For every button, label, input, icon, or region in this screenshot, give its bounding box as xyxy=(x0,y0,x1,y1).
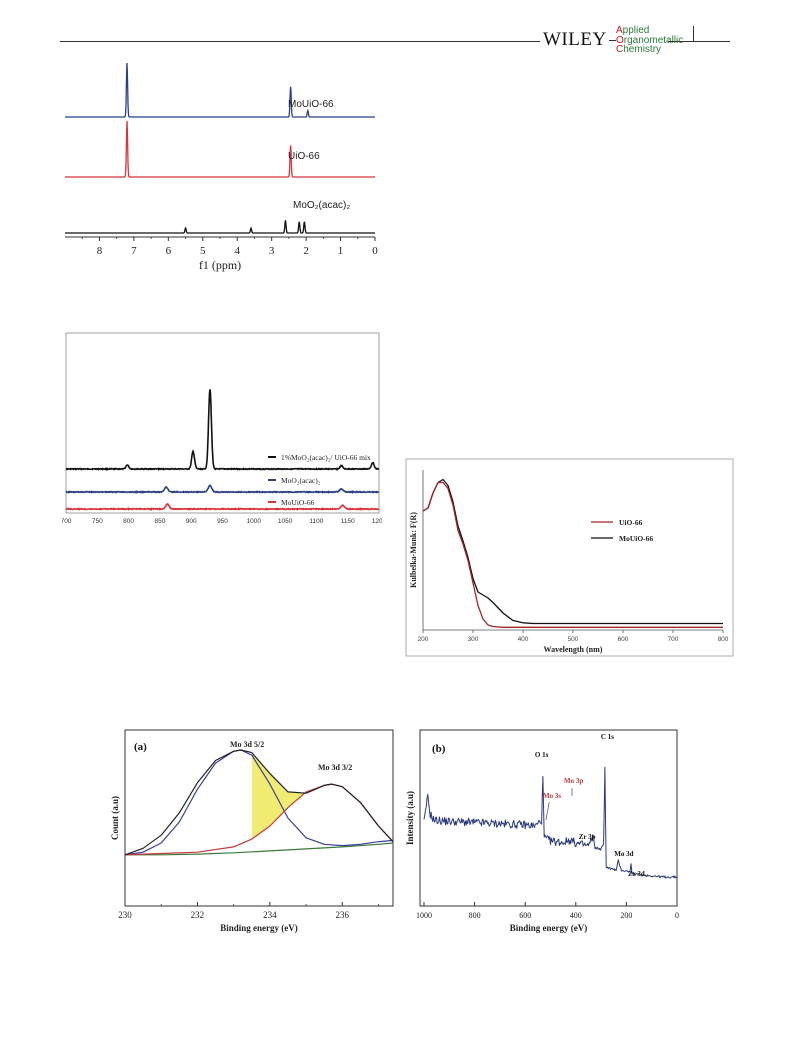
legend-label: MoUiO-66 xyxy=(281,498,315,507)
spectrum-line xyxy=(65,62,375,118)
x-tick-label: 1000 xyxy=(416,911,432,920)
journal-line: Organometallic xyxy=(616,34,684,46)
x-axis-title: Wavelength (nm) xyxy=(544,645,603,654)
xps-mo3d-chart: 230 232 234 236 Binding energy (eV) Count (a.… xyxy=(110,729,394,933)
x-tick-label: 3 xyxy=(269,245,275,257)
x-tick-label: 236 xyxy=(336,910,350,920)
peak-annotation: C 1s xyxy=(601,733,614,741)
x-tick-label: 400 xyxy=(518,636,529,643)
plot-frame xyxy=(419,729,678,907)
spectrum-line xyxy=(65,389,380,471)
raman-spectra-chart: 1%MoO₂(acac)₂/ UiO-66 mix MoO₂(acac)₂ MoUi… xyxy=(62,332,382,525)
x-tick-label: 200 xyxy=(620,911,632,920)
x-tick-label: 750 xyxy=(92,518,103,525)
uvvis-drs-chart: 200 300 400 500 600 700 800 Wavelength (nm) Kulb… xyxy=(405,458,734,657)
y-axis-title: Count (a.u) xyxy=(110,796,120,840)
legend-label: 1%MoO₂(acac)₂/ UiO-66 mix xyxy=(281,453,371,462)
x-tick-label: 600 xyxy=(519,911,531,920)
x-tick-label: 500 xyxy=(568,636,579,643)
plot-frame xyxy=(124,729,394,907)
x-tick-label: 0 xyxy=(372,245,378,257)
x-tick-label: 232 xyxy=(191,910,205,920)
spectrum-line xyxy=(422,481,723,628)
spectrum-line xyxy=(65,120,375,178)
series-label: UiO-66 xyxy=(288,151,320,162)
x-tick-label: 4 xyxy=(234,245,240,257)
journal-header: WILEY Applied Organometallic Chemistry xyxy=(0,0,793,60)
x-tick-label: 7 xyxy=(131,245,137,257)
peak-annotation: O 1s xyxy=(535,751,549,759)
peak-annotation: Mo 3d 3/2 xyxy=(318,763,352,772)
xps-survey-chart: 1000 800 600 400 200 0 Binding energy (eV) Inte… xyxy=(405,729,679,933)
panel-label: (b) xyxy=(432,743,446,755)
x-tick-label: 0 xyxy=(675,911,679,920)
x-axis-title: Binding energy (eV) xyxy=(220,923,298,933)
peak-annotation: Zr 3p xyxy=(579,833,596,841)
fit-curve xyxy=(124,749,394,856)
peak-annotation: Mo 3d 5/2 xyxy=(230,740,264,749)
peak-annotation: Mo 3s xyxy=(543,792,561,800)
peak-annotation: Zr 3d xyxy=(628,870,645,878)
legend-label: UiO-66 xyxy=(619,518,643,527)
x-tick-label: 800 xyxy=(469,911,481,920)
x-axis-title: Binding energy (eV) xyxy=(510,923,588,933)
spectrum-line xyxy=(65,220,375,234)
panel-label: (a) xyxy=(134,741,147,753)
peak-annotation: Mo 3p xyxy=(564,777,583,785)
x-tick-label: 700 xyxy=(668,636,679,643)
survey-spectrum xyxy=(423,766,678,879)
x-tick-label: 700 xyxy=(62,518,72,525)
x-tick-label: 1150 xyxy=(341,518,355,525)
header-rule xyxy=(668,41,730,42)
journal-line: Applied xyxy=(616,25,650,36)
x-tick-label: 1050 xyxy=(278,518,293,525)
x-tick-label: 800 xyxy=(718,636,729,643)
publisher-logo: WILEY xyxy=(543,29,607,50)
x-tick-label: 850 xyxy=(154,518,165,525)
fit-curve xyxy=(124,749,394,856)
x-tick-label: 1200 xyxy=(372,518,382,525)
y-axis-title: Intensity (a.u) xyxy=(405,791,415,845)
fit-curve xyxy=(125,842,394,856)
x-tick-label: 6 xyxy=(166,245,172,257)
peak-annotation: Mo 3d xyxy=(614,850,633,858)
spectrum-line xyxy=(422,478,723,625)
x-axis-title: f1 (ppm) xyxy=(199,258,241,272)
x-tick-label: 8 xyxy=(97,245,103,257)
x-tick-label: 1000 xyxy=(247,518,262,525)
header-rule xyxy=(60,41,540,42)
x-tick-label: 800 xyxy=(123,518,134,525)
x-tick-label: 400 xyxy=(570,911,582,920)
journal-line: Chemistry xyxy=(616,44,662,55)
journal-name: Applied Organometallic Chemistry xyxy=(616,26,683,55)
x-tick-label: 234 xyxy=(263,910,277,920)
legend-label: MoUiO-66 xyxy=(619,534,653,543)
x-tick-label: 5 xyxy=(200,245,206,257)
spectrum-line xyxy=(65,503,380,511)
plot-frame xyxy=(65,332,380,514)
x-tick-label: 2 xyxy=(303,245,309,257)
x-tick-label: 1100 xyxy=(309,518,323,525)
x-tick-label: 200 xyxy=(418,636,429,643)
series-label: MoO₂(acac)₂ xyxy=(293,200,350,211)
nmr-spectra-chart: MoUiO-66 UiO-66 MoO₂(acac)₂ 8 7 6 5 4 3 2 1 0 f1 (pp… xyxy=(65,62,378,272)
x-tick-label: 600 xyxy=(618,636,629,643)
header-dash xyxy=(609,40,616,41)
legend-label: MoO₂(acac)₂ xyxy=(281,476,321,485)
x-tick-label: 300 xyxy=(468,636,479,643)
x-tick-label: 900 xyxy=(186,518,197,525)
outer-frame xyxy=(405,458,734,657)
x-tick-label: 1 xyxy=(338,245,344,257)
x-tick-label: 950 xyxy=(217,518,228,525)
y-axis-title: Kulbelka-Munk: F(R) xyxy=(409,512,418,588)
spectrum-line xyxy=(65,484,380,494)
x-tick-label: 230 xyxy=(118,910,132,920)
page-number-tick xyxy=(693,26,694,42)
series-label: MoUiO-66 xyxy=(288,99,334,110)
annotation-arrow xyxy=(545,801,550,821)
